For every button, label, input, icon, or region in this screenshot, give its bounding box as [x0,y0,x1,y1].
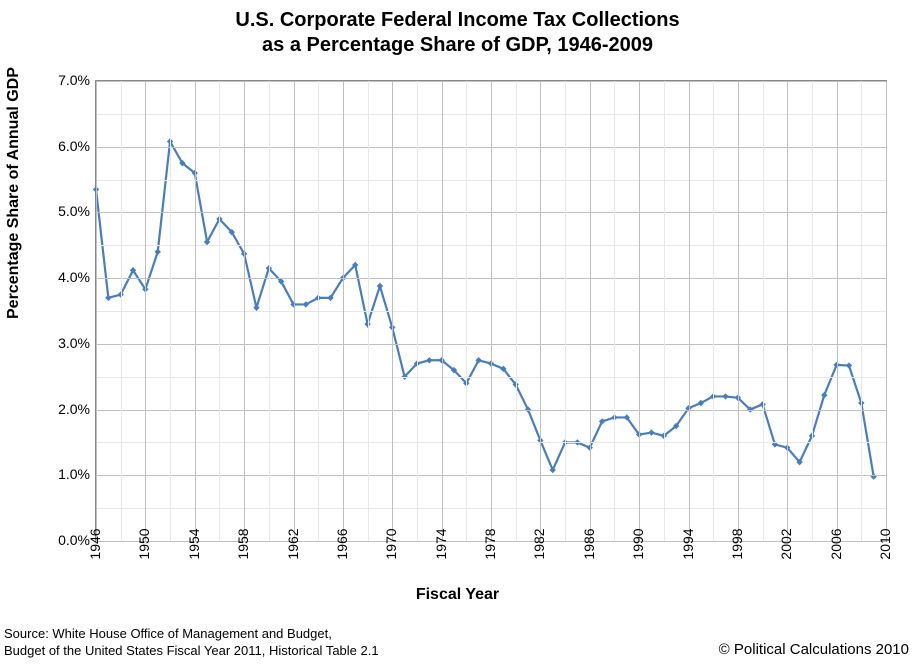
y-axis-label: Percentage Share of Annual GDP [5,67,23,319]
y-tick-label: 7.0% [30,72,90,88]
x-tick-label: 1966 [334,528,350,559]
grid-line-v-minor [417,81,418,541]
x-tick-label: 1946 [87,528,103,559]
plot-area [95,80,887,542]
data-point [649,430,654,435]
source-line-2: Budget of the United States Fiscal Year … [4,643,379,658]
y-tick-label: 0.0% [30,532,90,548]
grid-line-v [837,81,838,541]
grid-line-v-minor [466,81,467,541]
x-tick-label: 1950 [136,528,152,559]
grid-line-v [145,81,146,541]
source-line-1: Source: White House Office of Management… [4,626,332,641]
grid-line-v-minor [219,81,220,541]
grid-line-v-minor [368,81,369,541]
grid-line-v [590,81,591,541]
x-tick-label: 1998 [729,528,745,559]
title-line-1: U.S. Corporate Federal Income Tax Collec… [235,9,679,31]
x-tick-label: 1990 [630,528,646,559]
grid-line-v [787,81,788,541]
y-tick-label: 1.0% [30,466,90,482]
grid-line-v [689,81,690,541]
grid-line-v-minor [318,81,319,541]
x-tick-label: 2002 [778,528,794,559]
grid-line-v-minor [763,81,764,541]
x-tick-label: 1986 [581,528,597,559]
data-point [427,358,432,363]
grid-line-v [195,81,196,541]
grid-line-v [392,81,393,541]
grid-line-v [491,81,492,541]
data-point [377,284,382,289]
grid-line-v-minor [861,81,862,541]
chart-container: U.S. Corporate Federal Income Tax Collec… [0,0,915,666]
grid-line-v-minor [121,81,122,541]
x-tick-label: 1962 [285,528,301,559]
x-tick-label: 1978 [482,528,498,559]
x-tick-label: 1982 [531,528,547,559]
data-point [254,305,259,310]
grid-line-v [886,81,887,541]
grid-line-v [244,81,245,541]
grid-line-v [294,81,295,541]
data-point [106,295,111,300]
copyright-text: © Political Calculations 2010 [719,641,909,658]
grid-line-v-minor [170,81,171,541]
y-tick-label: 3.0% [30,335,90,351]
grid-line-v [738,81,739,541]
x-tick-label: 1954 [186,528,202,559]
grid-line-v-minor [713,81,714,541]
x-tick-label: 2006 [828,528,844,559]
series-line [96,141,874,476]
y-tick-label: 4.0% [30,269,90,285]
grid-line-v [96,81,97,541]
y-tick-label: 2.0% [30,401,90,417]
grid-line-v-minor [614,81,615,541]
grid-line-v-minor [516,81,517,541]
y-tick-label: 6.0% [30,138,90,154]
chart-title: U.S. Corporate Federal Income Tax Collec… [0,0,915,58]
title-line-2: as a Percentage Share of GDP, 1946-2009 [262,34,653,56]
x-tick-label: 2010 [877,528,893,559]
source-text: Source: White House Office of Management… [4,626,379,660]
data-point [846,363,851,368]
x-tick-label: 1974 [433,528,449,559]
x-tick-label: 1958 [235,528,251,559]
grid-line-v [442,81,443,541]
grid-line-v-minor [664,81,665,541]
data-point [155,249,160,254]
x-axis-label: Fiscal Year [0,586,915,604]
grid-line-v-minor [812,81,813,541]
grid-line-v-minor [565,81,566,541]
x-tick-label: 1970 [383,528,399,559]
data-point [723,394,728,399]
grid-line-v [343,81,344,541]
grid-line-v [540,81,541,541]
grid-line-v-minor [269,81,270,541]
y-tick-label: 5.0% [30,203,90,219]
grid-line-v [639,81,640,541]
x-tick-label: 1994 [680,528,696,559]
